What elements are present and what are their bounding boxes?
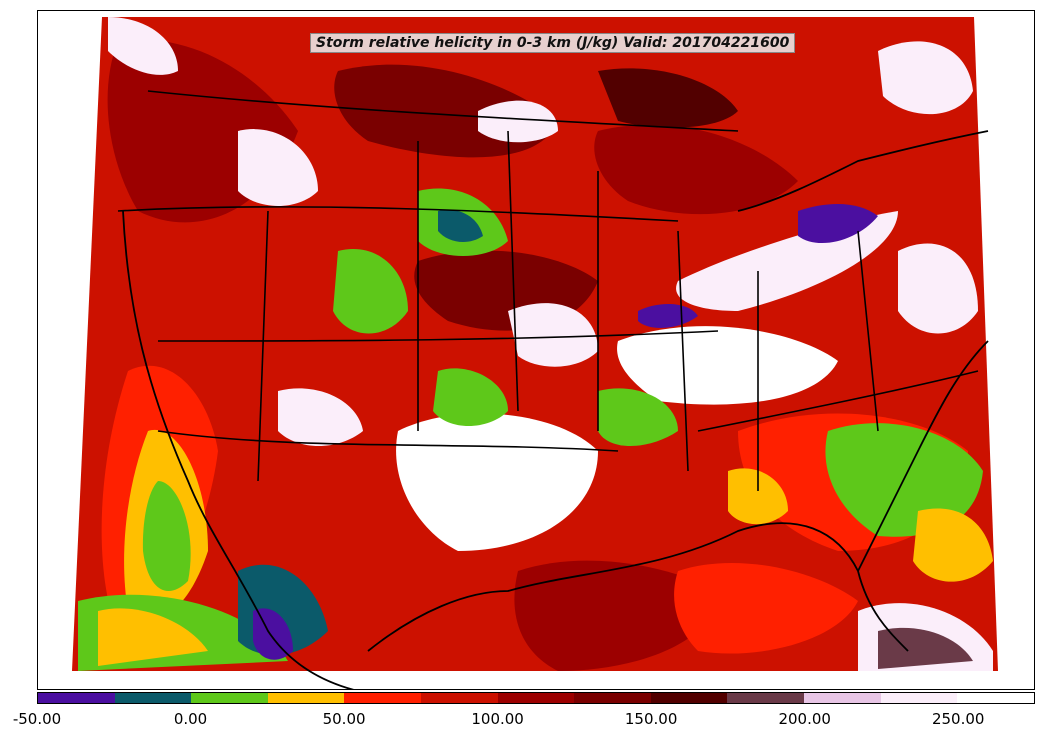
colorbar-segment [344, 693, 422, 703]
colorbar-tick-label: 250.00 [931, 710, 985, 728]
colorbar-segment [804, 693, 881, 703]
colorbar-segment [650, 693, 728, 703]
colorbar-tick-label: 100.00 [471, 710, 524, 728]
colorbar [37, 692, 1035, 704]
colorbar-segment [421, 693, 498, 703]
colorbar-tick-label: 0.00 [173, 710, 208, 728]
colorbar-tick-label: 50.00 [322, 710, 366, 728]
colorbar-tick-label: -50.00 [12, 710, 62, 728]
state-boundaries [117, 90, 979, 491]
colorbar-segment [957, 693, 1034, 703]
helicity-field [78, 17, 993, 671]
colorbar-segment [38, 693, 115, 703]
colorbar-segment [191, 693, 268, 703]
colorbar-segment [727, 693, 805, 703]
colorbar-segment [880, 693, 958, 703]
colorbar-segment [574, 693, 651, 703]
colorbar-segment [497, 693, 575, 703]
helicity-map [72, 17, 998, 689]
colorbar-segment [267, 693, 345, 703]
colorbar-segment [114, 693, 192, 703]
coastline [122, 130, 989, 689]
colorbar-tick-label: 150.00 [624, 710, 678, 728]
map-title: Storm relative helicity in 0-3 km (J/kg)… [310, 33, 796, 53]
map-panel: Storm relative helicity in 0-3 km (J/kg)… [37, 10, 1035, 690]
colorbar-tick-label: 200.00 [778, 710, 831, 728]
